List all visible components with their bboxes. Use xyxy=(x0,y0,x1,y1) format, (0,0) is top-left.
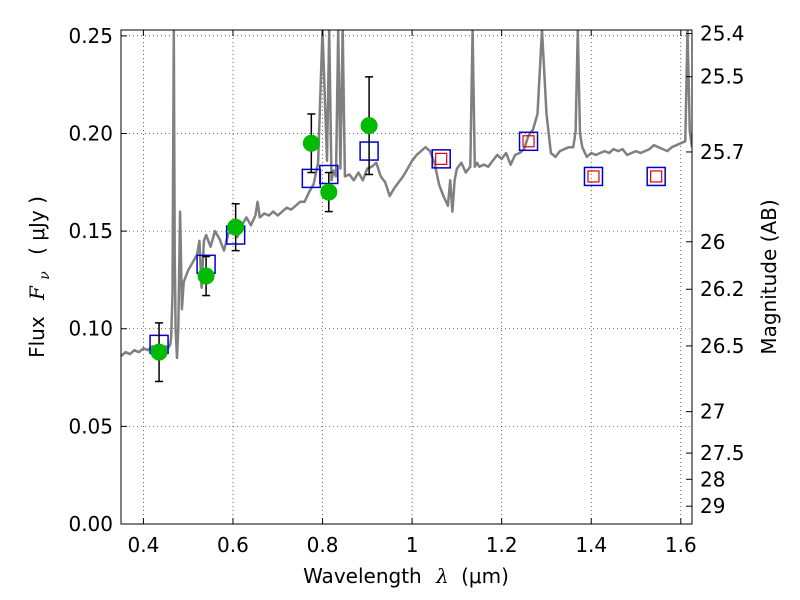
x-axis-symbol: λ xyxy=(435,564,449,588)
magnitude-tick-label: 28 xyxy=(700,467,725,491)
x-axis: 0.4 0.6 0.8 1 1.2 1.4 1.6 xyxy=(127,30,697,557)
x-axis-label-text: Wavelength xyxy=(303,564,422,588)
y-tick-label: 0.25 xyxy=(68,24,113,48)
observed-flux-point xyxy=(320,183,338,201)
plot-area xyxy=(121,30,692,360)
observed-flux-point xyxy=(302,134,320,152)
observed-flux-point xyxy=(197,267,215,285)
model-photometry-point xyxy=(583,166,604,187)
y-tick-label: 0.05 xyxy=(68,414,113,438)
upper-limit-point xyxy=(650,170,663,183)
x-tick-label: 0.8 xyxy=(307,533,339,557)
observed-flux-point xyxy=(150,343,168,361)
x-tick-label: 1.2 xyxy=(486,533,518,557)
magnitude-tick-label: 25.7 xyxy=(700,140,745,164)
x-tick-label: 1.6 xyxy=(665,533,697,557)
y-tick-label: 0.15 xyxy=(68,219,113,243)
magnitude-tick-label: 29 xyxy=(700,494,725,518)
upper-limit-point xyxy=(435,152,448,165)
spectrum-line xyxy=(121,30,692,360)
magnitude-tick-label: 27 xyxy=(700,400,725,424)
magnitude-tick-label: 25.4 xyxy=(700,22,745,46)
model-photometry-point xyxy=(518,131,539,152)
data-points xyxy=(149,76,666,383)
x-tick-label: 0.4 xyxy=(127,533,159,557)
y-axis: 0.00 0.05 0.10 0.15 0.20 0.25 xyxy=(68,24,127,536)
y-axis-title: Flux F ν ( μJy ) xyxy=(25,196,54,358)
x-tick-label: 1.4 xyxy=(575,533,607,557)
y-axis-label-text: Flux xyxy=(25,316,49,358)
observed-flux-point xyxy=(227,218,245,236)
y-axis-unit: ( μJy ) xyxy=(25,196,49,255)
magnitude-tick-label: 26.2 xyxy=(700,277,745,301)
magnitude-tick-label: 25.5 xyxy=(700,65,745,89)
x-axis-unit: (μm) xyxy=(461,564,509,588)
model-photometry-point xyxy=(646,166,666,187)
magnitude-tick-label: 26.5 xyxy=(700,334,745,358)
x-axis-title: Wavelength λ (μm) xyxy=(303,564,509,588)
upper-limit-point xyxy=(522,135,535,148)
y-tick-label: 0.10 xyxy=(68,317,113,341)
upper-limit-point xyxy=(587,170,600,183)
y-axis-subscript: ν xyxy=(37,271,53,280)
model-photometry-point xyxy=(431,149,451,169)
y-tick-label: 0.20 xyxy=(68,121,113,145)
magnitude-axis: 25.4 25.5 25.7 26 26.2 26.5 27 27.528 29 xyxy=(686,22,745,518)
magnitude-axis-title: Magnitude (AB) xyxy=(757,199,781,354)
y-tick-label: 0.00 xyxy=(68,512,113,536)
x-tick-label: 1 xyxy=(406,533,419,557)
magnitude-tick-label: 26 xyxy=(700,230,725,254)
axes-frame xyxy=(120,29,693,525)
x-tick-label: 0.6 xyxy=(217,533,249,557)
y-axis-symbol: F xyxy=(25,285,49,301)
magnitude-tick-label: 27.5 xyxy=(700,441,745,465)
observed-flux-point xyxy=(360,117,378,135)
